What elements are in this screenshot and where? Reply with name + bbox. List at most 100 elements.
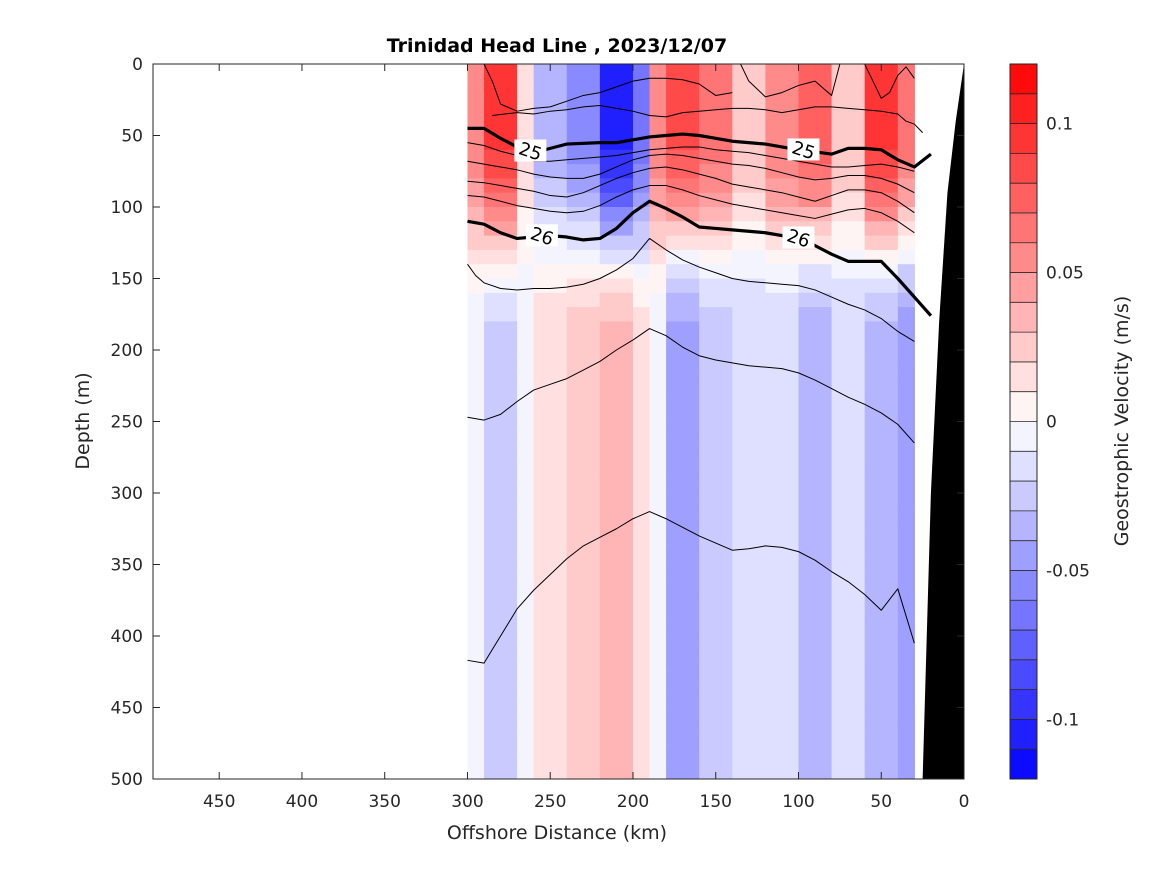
velocity-cell [467, 307, 485, 322]
velocity-cell [666, 149, 700, 165]
velocity-cell [699, 564, 733, 580]
velocity-cell [599, 364, 634, 380]
velocity-cell [798, 736, 833, 751]
velocity-cell [517, 650, 535, 666]
velocity-cell [798, 164, 833, 179]
velocity-cell [765, 164, 800, 179]
velocity-cell [517, 421, 535, 437]
velocity-cell [517, 249, 535, 265]
velocity-cell [649, 207, 667, 222]
velocity-cell [566, 593, 601, 608]
velocity-cell [831, 207, 866, 222]
velocity-cell [897, 621, 915, 637]
velocity-cell [897, 64, 915, 79]
velocity-cell [765, 106, 800, 122]
velocity-cell [467, 178, 485, 194]
velocity-cell [699, 493, 733, 508]
velocity-cell [765, 693, 800, 709]
velocity-cell [533, 478, 568, 494]
velocity-cell [632, 564, 651, 580]
velocity-cell [666, 264, 700, 280]
velocity-cell [831, 593, 866, 608]
velocity-cell [765, 121, 800, 137]
velocity-cell [649, 378, 667, 394]
velocity-cell [467, 321, 485, 337]
velocity-cell [649, 550, 667, 566]
velocity-cell [599, 307, 634, 322]
velocity-cell [897, 507, 915, 523]
velocity-cell [699, 292, 733, 308]
velocity-cell [599, 249, 634, 265]
velocity-cell [484, 764, 518, 779]
velocity-cell [831, 636, 866, 651]
velocity-cell [484, 378, 518, 394]
velocity-cell [517, 564, 535, 580]
velocity-cell [484, 249, 518, 265]
velocity-cell [566, 721, 601, 737]
velocity-cell [831, 650, 866, 666]
velocity-cell [599, 392, 634, 408]
velocity-cell [864, 392, 899, 408]
velocity-cell [798, 421, 833, 437]
velocity-cell [897, 707, 915, 723]
velocity-cell [765, 64, 800, 79]
colorbar-frame [1009, 63, 1038, 780]
velocity-cell [484, 421, 518, 437]
velocity-cell [831, 750, 866, 766]
velocity-cell [484, 736, 518, 751]
density-contour-line [740, 64, 841, 98]
velocity-cell [632, 678, 651, 694]
velocity-cell [798, 92, 833, 108]
velocity-cell [666, 607, 700, 623]
velocity-cell [649, 464, 667, 480]
velocity-cell [649, 493, 667, 508]
contour-label-background [525, 224, 558, 247]
velocity-cell [798, 664, 833, 680]
velocity-cell [732, 392, 766, 408]
velocity-cell [666, 121, 700, 137]
velocity-cell [798, 535, 833, 551]
velocity-cell [566, 192, 601, 208]
velocity-cell [666, 464, 700, 480]
velocity-cell [649, 478, 667, 494]
velocity-cell [517, 350, 535, 365]
velocity-cell [798, 693, 833, 709]
velocity-cell [632, 278, 651, 294]
velocity-cell [831, 321, 866, 337]
velocity-cell [732, 507, 766, 523]
velocity-cell [517, 378, 535, 394]
density-contour-line [492, 104, 923, 133]
velocity-cell [649, 636, 667, 651]
velocity-cell [864, 450, 899, 465]
velocity-cell [765, 350, 800, 365]
velocity-cell [484, 507, 518, 523]
velocity-cell [467, 364, 485, 380]
velocity-cell [732, 92, 766, 108]
velocity-cell [864, 535, 899, 551]
velocity-cell [666, 178, 700, 194]
velocity-cell [649, 78, 667, 94]
velocity-cell [484, 478, 518, 494]
velocity-cell [666, 636, 700, 651]
velocity-cell [666, 221, 700, 237]
velocity-cell [864, 578, 899, 594]
velocity-cell [699, 307, 733, 322]
velocity-cell [533, 450, 568, 465]
velocity-cell [666, 92, 700, 108]
velocity-cell [599, 435, 634, 451]
velocity-cell [599, 464, 634, 480]
velocity-cell [467, 292, 485, 308]
velocity-cell [517, 78, 535, 94]
velocity-cell [666, 278, 700, 294]
velocity-cell [732, 607, 766, 623]
velocity-cell [533, 521, 568, 537]
velocity-cell [566, 292, 601, 308]
velocity-cell [732, 707, 766, 723]
velocity-cell [732, 350, 766, 365]
velocity-cell [566, 550, 601, 566]
velocity-cell [484, 578, 518, 594]
velocity-cell [467, 335, 485, 351]
velocity-cell [666, 235, 700, 251]
colorbar-bin [1010, 510, 1037, 542]
velocity-cell [632, 235, 651, 251]
